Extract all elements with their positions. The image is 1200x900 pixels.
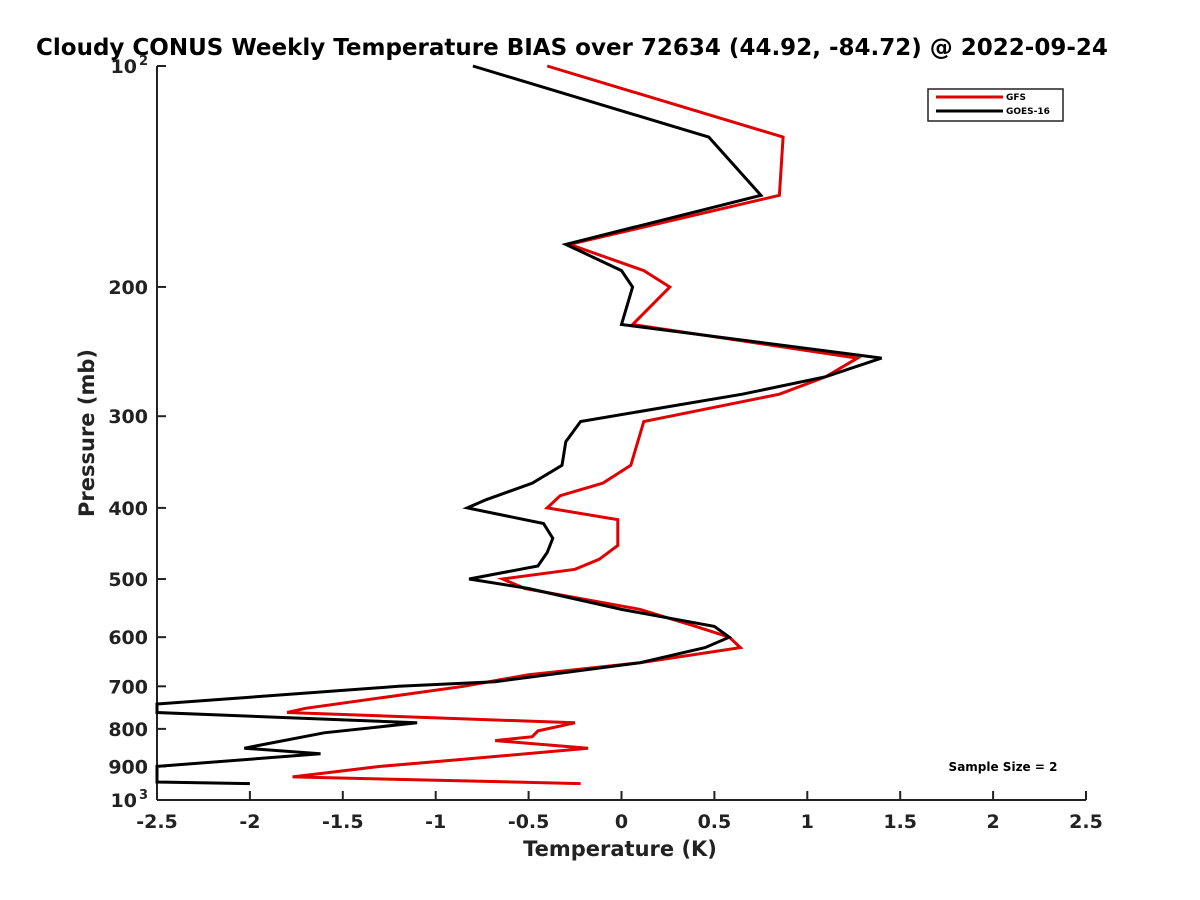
x-axis-label: Temperature (K) <box>523 837 717 861</box>
x-tick-label: 1.5 <box>883 811 917 833</box>
x-tick-label: 2.5 <box>1069 811 1103 833</box>
sample-size-annotation: Sample Size = 2 <box>949 760 1058 774</box>
axes: -2.5 -2 -1.5 -1 -0.5 0 0.5 1 1.5 2 2.510 2200300400… <box>108 54 1103 833</box>
y-tick-label: 200 <box>108 277 148 299</box>
y-axis-label: Pressure (mb) <box>75 349 99 517</box>
x-tick-label: -1 <box>425 811 446 833</box>
y-tick-exponent: 3 <box>139 788 148 803</box>
y-tick-label: 700 <box>108 676 148 698</box>
x-tick-label: 0.5 <box>698 811 732 833</box>
x-tick-label: 1 <box>801 811 814 833</box>
x-tick-label: -2 <box>239 811 260 833</box>
y-tick-label: 500 <box>108 569 148 591</box>
y-tick-label: 800 <box>108 719 148 741</box>
series-line-goes-16 <box>155 64 883 786</box>
legend: GFS GOES-16 <box>927 88 1064 122</box>
series-line-gfs <box>286 64 862 786</box>
x-tick-label: 0 <box>615 811 628 833</box>
legend-box <box>927 88 1064 122</box>
chart-title: Cloudy CONUS Weekly Temperature BIAS ove… <box>36 35 1108 61</box>
legend-label: GFS <box>1006 93 1026 103</box>
y-tick-label: 300 <box>108 406 148 428</box>
y-tick-label: 400 <box>108 498 148 520</box>
y-tick-label: 600 <box>108 627 148 649</box>
x-tick-label: -2.5 <box>136 811 178 833</box>
y-tick-label: 10 <box>111 790 137 812</box>
x-tick-label: -0.5 <box>508 811 550 833</box>
x-tick-label: 2 <box>986 811 999 833</box>
x-tick-label: -1.5 <box>322 811 364 833</box>
y-tick-label: 900 <box>108 756 148 778</box>
y-tick-exponent: 2 <box>139 54 148 69</box>
y-tick-label: 10 <box>111 56 137 78</box>
series-group <box>155 64 883 786</box>
legend-label: GOES-16 <box>1006 107 1050 117</box>
